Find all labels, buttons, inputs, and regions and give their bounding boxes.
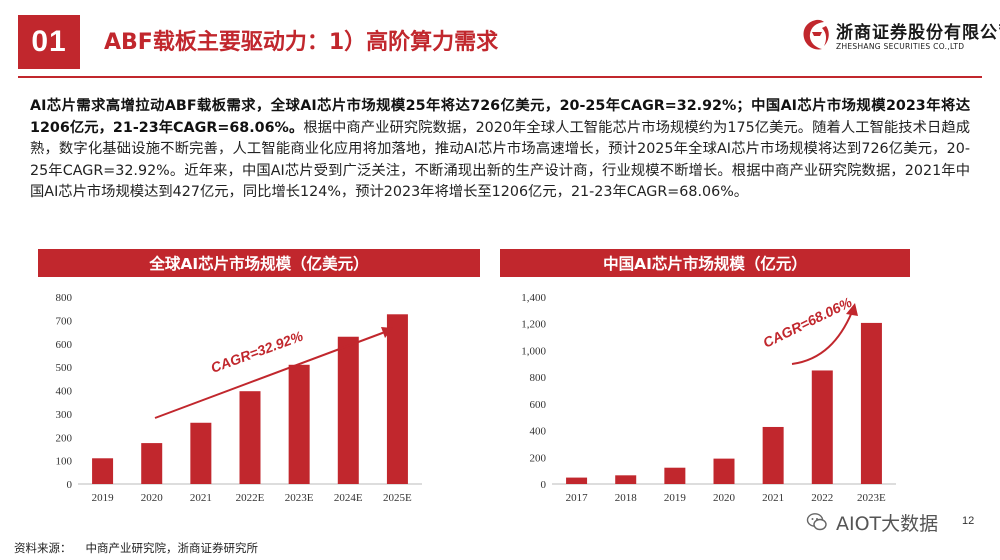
- x-tick-label: 2024E: [334, 492, 363, 504]
- y-tick-label: 400: [530, 426, 547, 438]
- y-tick-label: 800: [530, 372, 547, 384]
- y-tick-label: 100: [56, 456, 73, 468]
- bar-2021: [190, 422, 212, 484]
- bar-2018: [615, 475, 637, 484]
- cagr-arrowhead: [846, 303, 858, 316]
- cagr-arrow: [791, 311, 853, 365]
- china-ai-chip-chart: 0 200 400 600 800 1,000 1,200 1,400 2017 2018 2019…: [521, 292, 896, 504]
- y-tick-label: 0: [541, 479, 547, 491]
- x-tick-label: 2022E: [236, 492, 265, 504]
- x-tick-label: 2021: [190, 492, 212, 504]
- x-tick-label: 2019: [664, 492, 687, 504]
- x-tick-label: 2018: [615, 492, 638, 504]
- logo-mark-icon: [803, 19, 829, 50]
- cagr-arrowhead: [381, 327, 393, 338]
- bar-2021: [762, 426, 784, 484]
- x-tick-label: 2020: [713, 492, 736, 504]
- company-logo: 浙商证券股份有限公司 ZHESHANG SECURITIES CO.,LTD: [800, 14, 1000, 60]
- y-tick-label: 1,400: [521, 292, 546, 304]
- bar-2017: [566, 477, 588, 484]
- chart-title-china: 中国AI芯片市场规模（亿元）: [500, 249, 910, 277]
- data-source: 资料来源： 中商产业研究院，浙商证券研究所: [14, 540, 258, 556]
- y-tick-label: 600: [530, 399, 547, 411]
- y-tick-label: 400: [56, 386, 73, 398]
- x-tick-label: 2021: [762, 492, 784, 504]
- bar-2023E: [288, 364, 310, 484]
- x-tick-label: 2017: [566, 492, 589, 504]
- bar-2019: [92, 458, 114, 484]
- bar-2019: [664, 467, 686, 484]
- y-tick-label: 1,000: [521, 345, 546, 357]
- source-text: 中商产业研究院，浙商证券研究所: [85, 541, 259, 555]
- logo-english-name: ZHESHANG SECURITIES CO.,LTD: [836, 42, 965, 51]
- logo-chinese-name: 浙商证券股份有限公司: [836, 23, 1000, 43]
- page-title: ABF载板主要驱动力：1）高阶算力需求: [104, 30, 499, 55]
- page-number: 12: [962, 515, 975, 527]
- bar-2022E: [239, 391, 261, 484]
- watermark-text: AIOT大数据: [836, 512, 939, 535]
- bar-2020: [141, 443, 163, 484]
- y-tick-label: 200: [530, 452, 547, 464]
- cagr-annotation: CAGR=68.06%: [760, 294, 855, 351]
- header-divider: [18, 76, 982, 78]
- summary-bold: AI芯片需求高增拉动ABF载板需求，全球AI芯片市场规模25年将达726亿美元，…: [30, 98, 970, 136]
- x-tick-label: 2025E: [383, 492, 412, 504]
- section-number: 01: [18, 15, 80, 69]
- y-tick-label: 800: [56, 292, 73, 304]
- bar-2025E: [386, 314, 408, 484]
- summary-paragraph: AI芯片需求高增拉动ABF载板需求，全球AI芯片市场规模25年将达726亿美元，…: [30, 96, 970, 204]
- x-tick-label: 2023E: [857, 492, 886, 504]
- chart-title-global: 全球AI芯片市场规模（亿美元）: [38, 249, 480, 277]
- y-tick-label: 200: [56, 432, 73, 444]
- bar-2020: [713, 458, 735, 484]
- x-tick-label: 2020: [141, 492, 164, 504]
- x-tick-label: 2019: [92, 492, 115, 504]
- y-tick-label: 500: [56, 362, 73, 374]
- wechat-icon: [806, 513, 827, 531]
- global-ai-chip-chart: 0 100 200 300 400 500 600 700 800 2019 2020 2021 202…: [56, 292, 422, 504]
- y-tick-label: 600: [56, 339, 73, 351]
- bar-2023E: [860, 322, 882, 484]
- bar-2024E: [337, 336, 359, 484]
- summary-body: 根据中商产业研究院数据，2020年全球人工智能芯片市场规模约为175亿美元。随着…: [30, 119, 971, 201]
- y-tick-label: 0: [67, 479, 73, 491]
- bar-2022: [811, 370, 833, 484]
- y-tick-label: 1,200: [521, 319, 546, 331]
- x-tick-label: 2022: [811, 492, 833, 504]
- x-tick-label: 2023E: [285, 492, 314, 504]
- cagr-arrow: [154, 331, 386, 419]
- watermark: AIOT大数据: [806, 507, 938, 537]
- y-tick-label: 700: [56, 315, 73, 327]
- source-label: 资料来源：: [14, 541, 72, 555]
- y-tick-label: 300: [56, 409, 73, 421]
